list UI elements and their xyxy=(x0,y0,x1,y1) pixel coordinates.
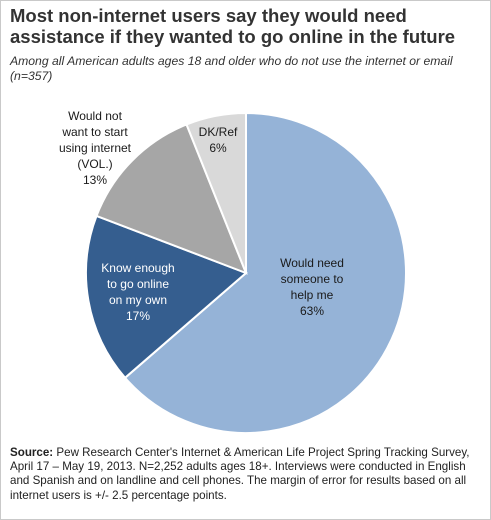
pie-slice-label-0: Would need someone to help me 63% xyxy=(280,256,344,318)
pie-slice-label-3: DK/Ref 6% xyxy=(199,125,238,155)
pie-slices xyxy=(85,111,407,434)
source-text: Pew Research Center's Internet & America… xyxy=(10,446,470,502)
chart-subtitle: Among all American adults ages 18 and ol… xyxy=(10,54,453,83)
pie-slice-label-1: Know enough to go online on my own 17% xyxy=(101,261,174,323)
pie-slice-3 xyxy=(185,111,247,274)
pie-slice-1 xyxy=(85,214,248,380)
pie-slice-2 xyxy=(95,123,248,275)
pie-chart: Would need someone to help me 63% Know enoug… xyxy=(59,109,407,434)
pie-slice-0 xyxy=(123,111,407,434)
pie-slice-label-2: Would not want to start using internet (VOL… xyxy=(59,109,132,187)
pie-labels: Would need someone to help me 63% Know enoug… xyxy=(59,109,344,323)
source-note: Source: Pew Research Center's Internet &… xyxy=(10,446,484,503)
chart-title: Most non-internet users say they would n… xyxy=(10,5,456,47)
source-label: Source: xyxy=(10,446,54,459)
